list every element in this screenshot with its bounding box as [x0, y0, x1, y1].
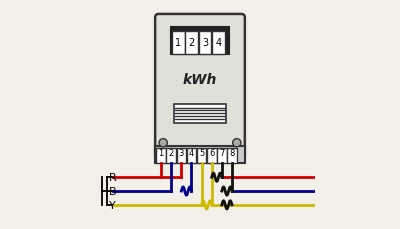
- Bar: [166, 148, 176, 163]
- Bar: [155, 147, 245, 164]
- Bar: [185, 32, 198, 55]
- Bar: [174, 104, 226, 124]
- Bar: [176, 148, 186, 163]
- Bar: [197, 148, 206, 163]
- Text: 1: 1: [175, 38, 181, 48]
- Circle shape: [159, 139, 167, 147]
- Bar: [171, 27, 229, 55]
- Bar: [217, 148, 227, 163]
- Text: 4: 4: [189, 148, 194, 157]
- Text: 3: 3: [179, 148, 184, 157]
- Circle shape: [233, 139, 241, 147]
- Text: 1: 1: [158, 148, 164, 157]
- Bar: [227, 148, 237, 163]
- Text: 8: 8: [229, 148, 235, 157]
- Text: 2: 2: [188, 38, 195, 48]
- Text: 2: 2: [169, 148, 174, 157]
- Text: B: B: [109, 186, 117, 196]
- Text: 5: 5: [199, 148, 204, 157]
- Text: R: R: [109, 172, 117, 183]
- Bar: [199, 32, 211, 55]
- Text: 7: 7: [219, 148, 224, 157]
- Text: 4: 4: [215, 38, 221, 48]
- Bar: [172, 32, 184, 55]
- Text: kWh: kWh: [183, 73, 217, 87]
- Text: 6: 6: [209, 148, 214, 157]
- Text: 3: 3: [202, 38, 208, 48]
- FancyBboxPatch shape: [155, 15, 245, 159]
- Bar: [187, 148, 196, 163]
- Bar: [207, 148, 216, 163]
- Text: Y: Y: [109, 200, 116, 210]
- Bar: [212, 32, 225, 55]
- Bar: [156, 148, 166, 163]
